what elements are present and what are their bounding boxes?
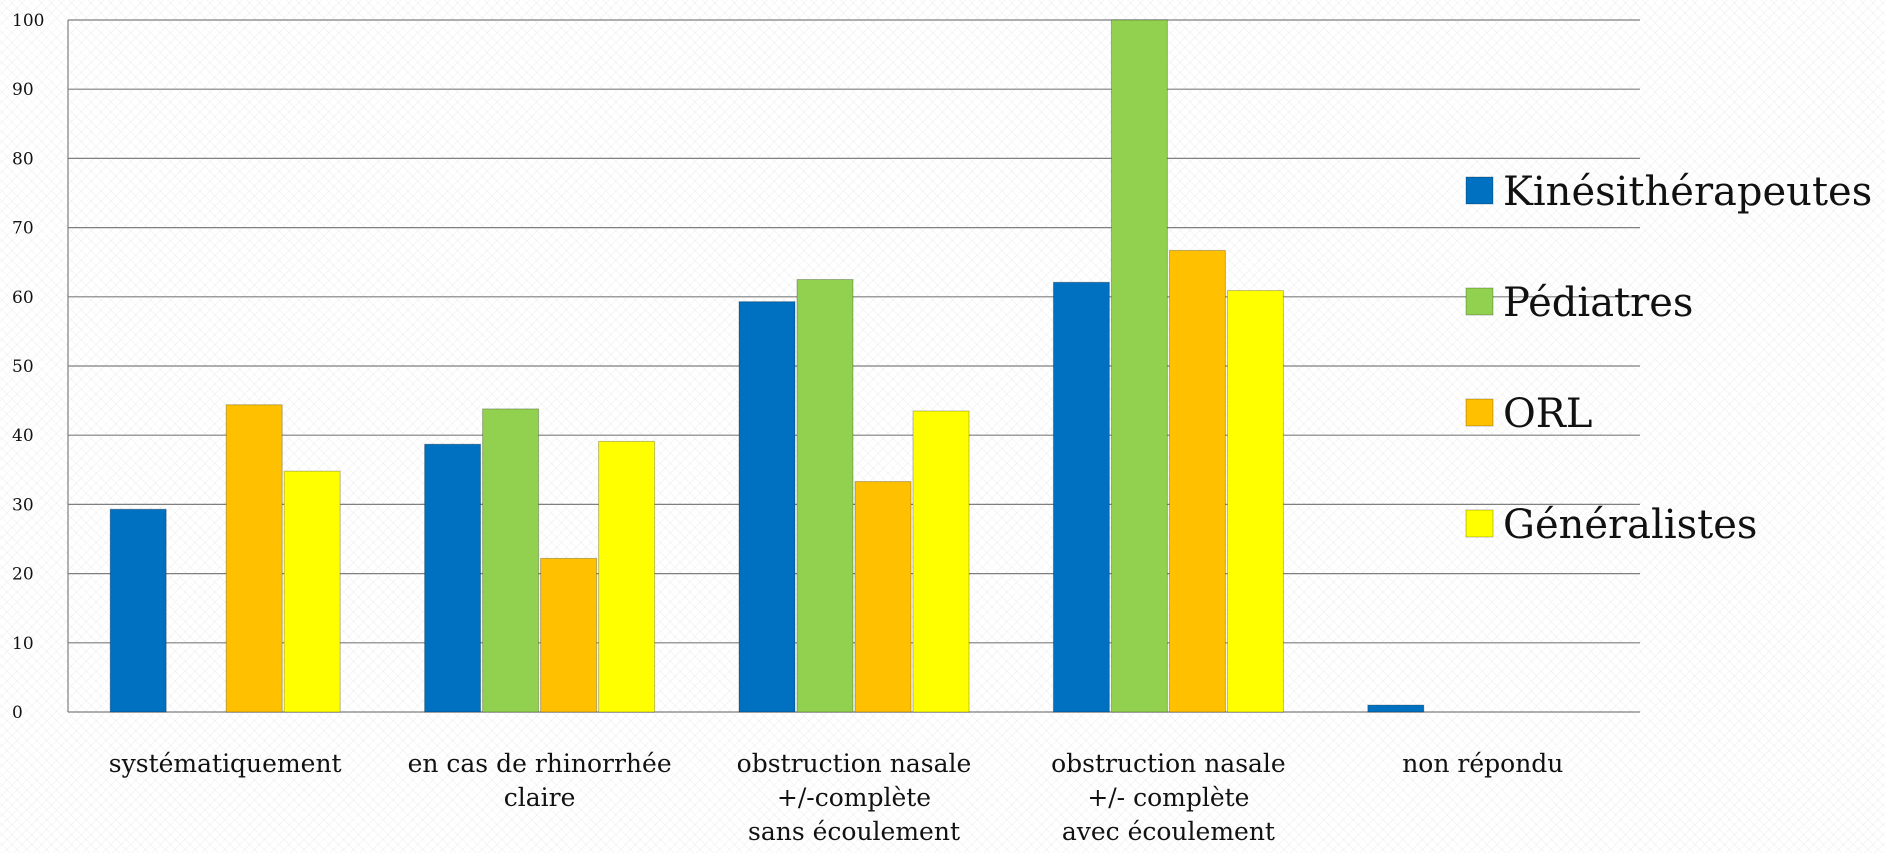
legend-label: Généralistes: [1503, 502, 1757, 548]
bar-kinésithérapeutes-3: [1052, 281, 1110, 713]
bar-généralistes-0: [283, 470, 341, 713]
bar-kinésithérapeutes-2: [738, 301, 796, 713]
x-category-label: +/-complète: [777, 783, 931, 812]
bar-orl-1: [540, 557, 598, 713]
legend-label: Pédiatres: [1503, 280, 1693, 326]
bar-kinésithérapeutes-0: [109, 508, 167, 713]
bar-orl-3: [1168, 249, 1226, 713]
legend-label: Kinésithérapeutes: [1503, 169, 1872, 215]
x-category-label: claire: [504, 783, 576, 812]
x-axis-labels: systématiquement en cas de rhinorrhée clai…: [109, 749, 1564, 846]
legend-swatch: [1465, 176, 1494, 205]
bar-pédiatres-3: [1110, 19, 1168, 713]
bar-orl-0: [225, 404, 283, 713]
legend: Kinésithérapeutes Pédiatres ORL Généraliste…: [1465, 169, 1872, 548]
y-tick-label: 60: [12, 288, 34, 308]
x-category-label: obstruction nasale: [737, 749, 972, 778]
y-tick-label: 100: [12, 11, 44, 31]
bar-pédiatres-2: [796, 279, 854, 713]
legend-swatch: [1465, 287, 1494, 316]
x-category-label: sans écoulement: [748, 817, 960, 846]
y-tick-label: 20: [12, 565, 34, 585]
y-tick-label: 50: [12, 357, 34, 377]
x-category-label: obstruction nasale: [1051, 749, 1286, 778]
y-tick-label: 0: [12, 703, 23, 723]
x-category-label: avec écoulement: [1062, 817, 1275, 846]
y-axis-ticks: 0 10 20 30 40 50 60 70 80 90 100: [12, 11, 44, 723]
y-tick-label: 30: [12, 495, 34, 515]
legend-label: ORL: [1503, 391, 1592, 437]
x-category-label: systématiquement: [109, 749, 342, 778]
legend-swatch: [1465, 509, 1494, 538]
bar-orl-2: [854, 481, 912, 713]
bar-pédiatres-1: [482, 408, 540, 713]
y-tick-label: 80: [12, 149, 34, 169]
y-tick-label: 40: [12, 426, 34, 446]
legend-swatch: [1465, 398, 1494, 427]
y-tick-label: 70: [12, 219, 34, 239]
bar-généralistes-3: [1226, 290, 1284, 713]
y-tick-label: 10: [12, 634, 34, 654]
bars: [109, 19, 1425, 713]
x-category-label: +/- complète: [1087, 783, 1249, 812]
bar-généralistes-2: [912, 410, 970, 713]
bar-kinésithérapeutes-1: [424, 443, 482, 713]
bar-généralistes-1: [598, 440, 656, 713]
bar-kinésithérapeutes-4: [1367, 704, 1425, 713]
x-category-label: en cas de rhinorrhée: [408, 749, 672, 778]
y-tick-label: 90: [12, 80, 34, 100]
x-category-label: non répondu: [1402, 749, 1563, 778]
